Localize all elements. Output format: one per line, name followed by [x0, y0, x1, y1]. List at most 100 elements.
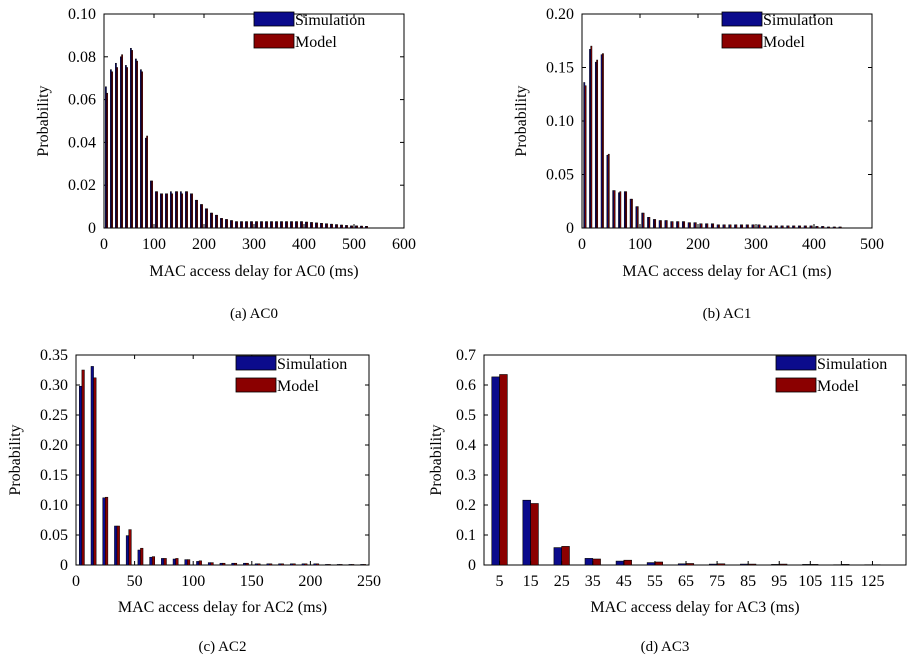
bar-simulation	[161, 558, 165, 566]
chart-panel-1: 0 0.02 0.04 0.06 0.08 0.10 0 100 200 300 400 500 600…	[35, 6, 416, 322]
bar-simulation	[584, 558, 594, 566]
bar-simulation	[266, 563, 270, 566]
bar-model	[642, 212, 645, 229]
bar-model	[131, 50, 133, 229]
bar-simulation	[336, 564, 340, 566]
bar-model	[706, 223, 709, 229]
x-tick-label: 400	[802, 236, 826, 253]
x-tick-label: 105	[798, 573, 822, 590]
bar-model	[304, 563, 308, 566]
bar-model	[221, 218, 223, 229]
y-axis-label: Probability	[428, 424, 445, 495]
legend-swatch-simulation	[253, 11, 295, 27]
bar-model	[111, 71, 113, 229]
panel-caption: (a) AC0	[230, 306, 278, 322]
bar-model	[799, 225, 802, 229]
legend-swatch-model	[775, 377, 817, 393]
bar-model	[839, 226, 842, 229]
bar-simulation	[207, 562, 212, 566]
y-tick-label: 0.05	[40, 527, 68, 544]
bar-model	[654, 219, 657, 229]
y-tick-label: 0	[468, 557, 476, 574]
x-tick-label: 100	[142, 236, 166, 253]
bar-model	[128, 529, 132, 566]
bar-model	[735, 224, 738, 229]
bar-model	[306, 221, 308, 229]
x-tick-label: 0	[72, 573, 80, 590]
bar-model	[561, 546, 570, 566]
bar-simulation	[137, 549, 141, 566]
legend-label-simulation: Simulation	[817, 356, 887, 373]
bar-model	[834, 226, 836, 229]
legend-label-model: Model	[295, 34, 337, 51]
x-tick-label: 200	[192, 236, 216, 253]
bar-model	[764, 225, 767, 229]
bar-model	[271, 221, 273, 229]
x-axis-label: MAC access delay for AC3 (ms)	[590, 599, 799, 616]
x-tick-label: 50	[127, 573, 143, 590]
x-tick-label: 115	[830, 573, 853, 590]
y-tick-label: 0.15	[546, 60, 574, 77]
bar-model	[362, 564, 366, 566]
x-tick-label: 150	[240, 573, 264, 590]
bar-model	[336, 224, 338, 229]
bar-simulation	[553, 547, 562, 566]
bar-model	[206, 208, 208, 229]
x-tick-label: 5	[496, 573, 504, 590]
bar-model	[187, 559, 191, 566]
y-axis-label: Probability	[7, 424, 24, 495]
x-tick-label: 75	[709, 573, 725, 590]
y-tick-label: 0.7	[456, 347, 476, 364]
bar-simulation	[771, 564, 780, 566]
bar-model	[602, 53, 604, 229]
bar-model	[331, 223, 333, 229]
bar-model	[716, 563, 726, 566]
plot-area-frame	[483, 354, 907, 566]
x-tick-label: 400	[292, 236, 316, 253]
panel-caption: (b) AC1	[703, 306, 752, 322]
bar-model	[245, 562, 249, 566]
legend-swatch-simulation	[721, 11, 763, 27]
bar-model	[211, 212, 213, 229]
bar-model	[770, 225, 773, 229]
bar-model	[141, 71, 143, 229]
bar-simulation	[254, 563, 258, 566]
bar-simulation	[491, 376, 500, 566]
x-tick-label: 200	[686, 236, 710, 253]
bar-model	[499, 374, 508, 566]
bar-model	[351, 225, 353, 229]
x-tick-label: 0	[100, 236, 108, 253]
bar-model	[176, 191, 178, 229]
x-tick-label: 15	[523, 573, 539, 590]
bar-model	[316, 222, 318, 229]
bar-model	[700, 223, 703, 229]
y-tick-label: 0.10	[40, 497, 68, 514]
bar-simulation	[172, 558, 176, 566]
chart-panel-3: 0 0.05 0.10 0.15 0.20 0.25 0.30 0.35 0 50 100 150 20…	[7, 347, 381, 655]
bar-model	[613, 190, 616, 229]
bar-model	[841, 564, 850, 566]
legend: Simulation Model	[775, 355, 887, 395]
bar-simulation	[114, 525, 118, 566]
bar-model	[276, 221, 278, 229]
bar-model	[729, 224, 732, 229]
bar-simulation	[184, 559, 188, 566]
y-tick-label: 0.04	[68, 134, 96, 151]
x-axis-label: MAC access delay for AC0 (ms)	[149, 263, 358, 280]
bar-model	[683, 221, 686, 229]
y-tick-label: 0.20	[546, 6, 574, 23]
bar-simulation	[196, 561, 200, 566]
y-tick-label: 0.35	[40, 347, 68, 364]
bar-simulation	[149, 556, 153, 566]
bar-model	[741, 224, 744, 229]
bar-simulation	[615, 560, 625, 566]
y-tick-label: 0.3	[456, 467, 476, 484]
x-tick-label: 25	[554, 573, 570, 590]
bar-model	[718, 224, 720, 229]
bar-simulation	[313, 563, 317, 566]
bar-model	[619, 191, 622, 229]
bar-model	[140, 547, 144, 566]
bar-model	[236, 221, 238, 229]
bar-model	[156, 191, 158, 229]
bar-model	[291, 221, 293, 229]
